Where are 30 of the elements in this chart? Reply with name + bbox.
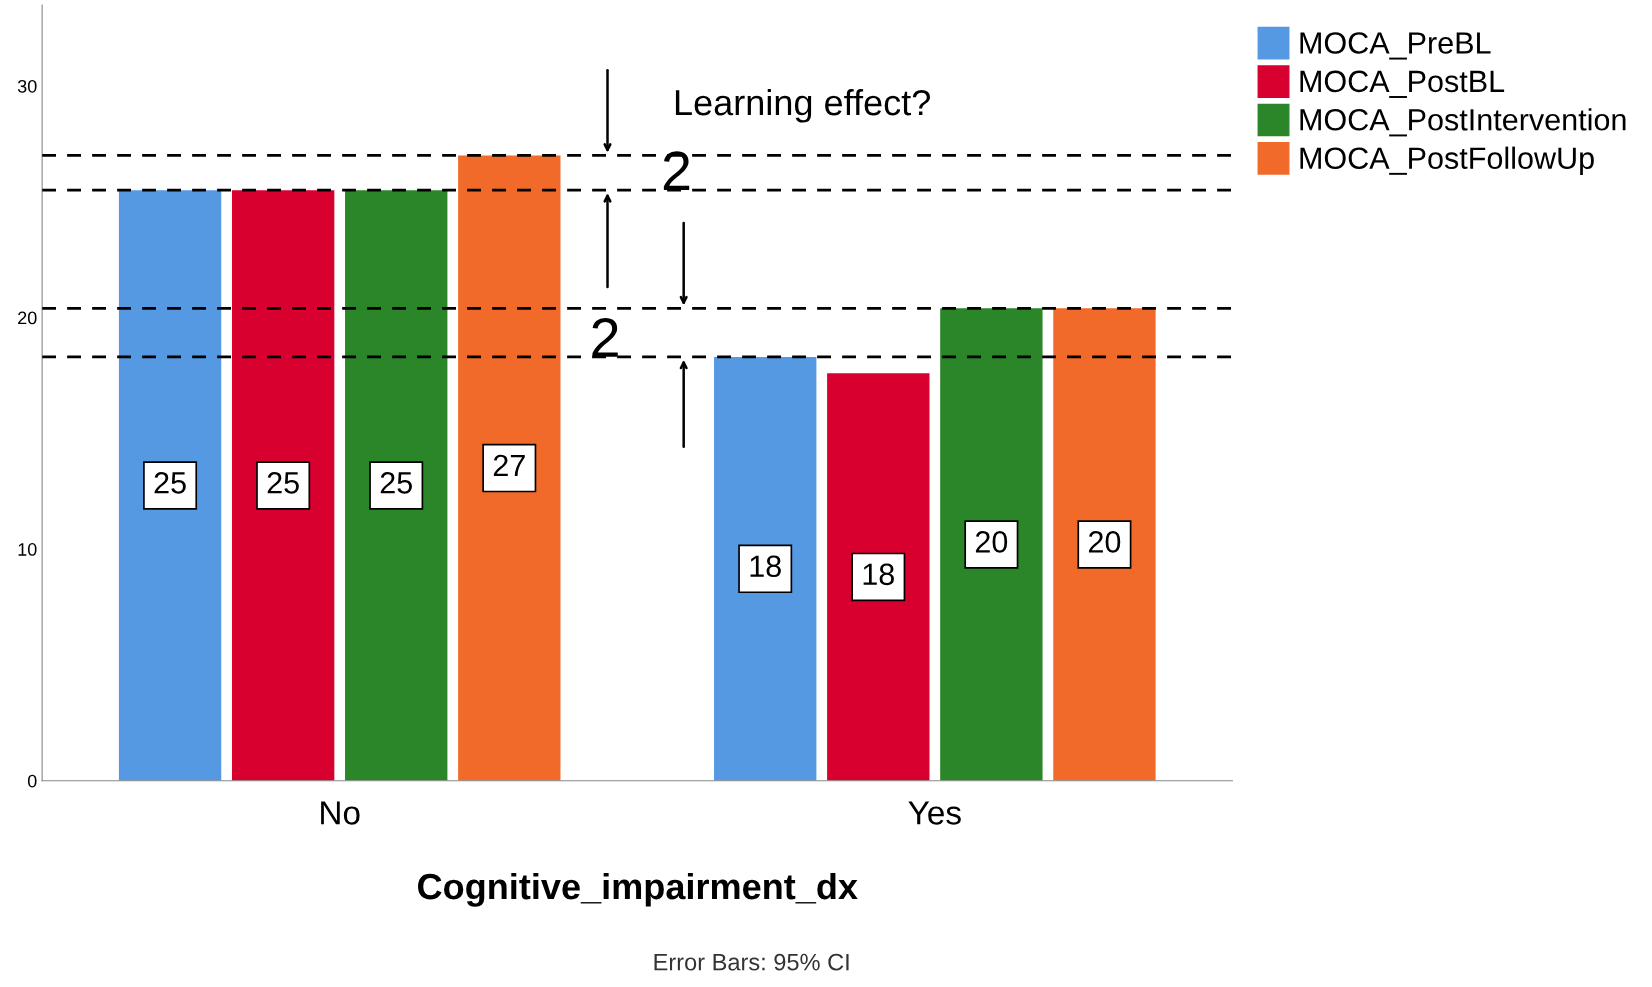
bar — [458, 155, 561, 781]
text: Error Bars: 95% CI — [654, 953, 849, 971]
data-label: 25 — [154, 472, 186, 494]
legend-label: MOCA_PostBL — [1300, 70, 1505, 98]
bar — [118, 190, 222, 781]
y-tick-label: 30 — [17, 79, 37, 93]
data-label: 20 — [1088, 531, 1121, 553]
annotation: 2 — [592, 317, 618, 357]
annotation: Learning effect? — [675, 88, 930, 123]
x-tick-label: No — [321, 801, 360, 825]
y-tick-label: 20 — [18, 311, 37, 325]
y-tick-label: 10 — [18, 543, 37, 556]
x-tick-label: Yes — [908, 801, 961, 825]
bar — [940, 308, 1043, 781]
x-axis-title: Cognitive_impairment_dx — [418, 872, 858, 907]
bar — [231, 190, 335, 781]
bar — [827, 373, 930, 781]
bar — [1053, 308, 1156, 781]
legend-label: MOCA_PostFollowUp — [1300, 146, 1594, 176]
data-label: 25 — [380, 472, 412, 494]
legend-label: MOCA_PreBL — [1300, 32, 1491, 60]
data-label: 18 — [863, 563, 894, 586]
bar — [714, 356, 817, 781]
legend-label: MOCA_PostIntervention — [1300, 108, 1626, 137]
bar — [345, 190, 448, 781]
data-label: 25 — [267, 472, 299, 494]
data-label: 18 — [750, 555, 781, 578]
data-label: 27 — [493, 454, 525, 476]
y-tick-label: 0 — [27, 774, 37, 788]
data-label: 20 — [975, 531, 1008, 553]
